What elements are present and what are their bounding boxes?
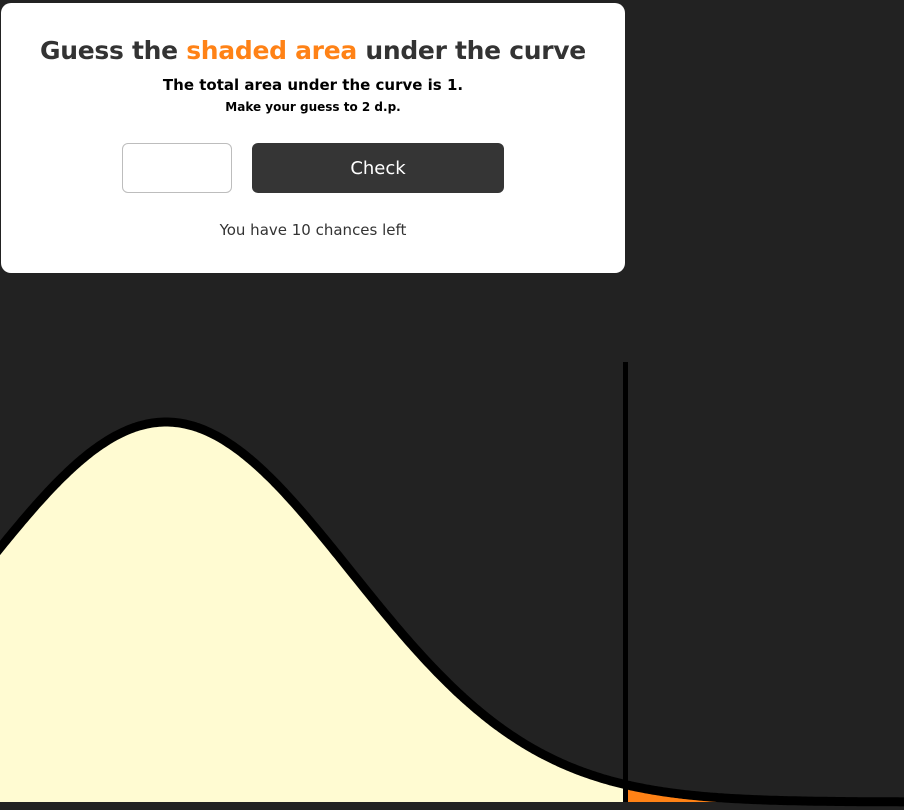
chances-remaining: You have 10 chances left xyxy=(219,221,407,239)
title-suffix: under the curve xyxy=(356,36,586,65)
guess-input[interactable] xyxy=(122,143,232,193)
precision-instruction: Make your guess to 2 d.p. xyxy=(225,100,401,114)
page-title: Guess the shaded area under the curve xyxy=(1,36,625,65)
density-curve xyxy=(0,417,904,807)
title-prefix: Guess the xyxy=(40,36,187,65)
total-area-note: The total area under the curve is 1. xyxy=(162,76,464,94)
check-button[interactable]: Check xyxy=(252,143,504,193)
title-highlight: shaded area xyxy=(186,36,357,65)
question-panel: Guess the shaded area under the curve Th… xyxy=(1,3,625,273)
